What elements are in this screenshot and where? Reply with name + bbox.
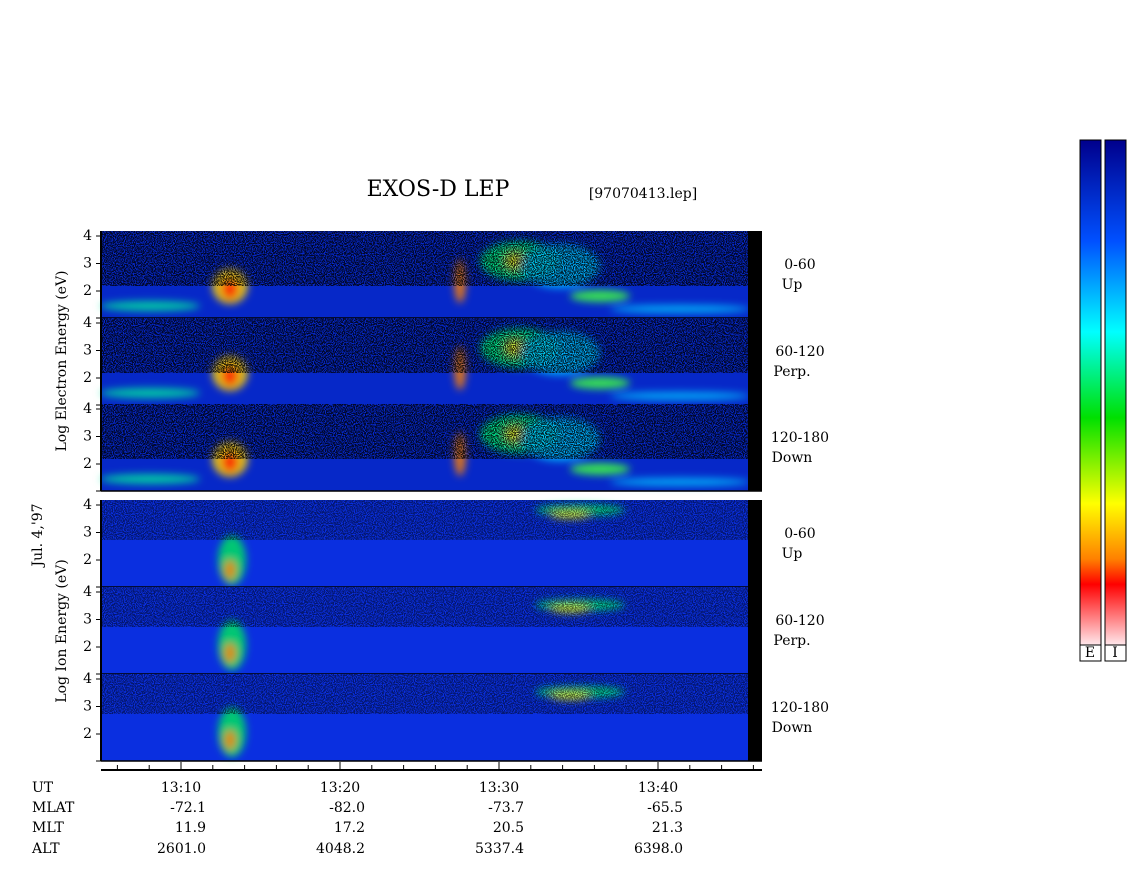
- panel-label: 0-60: [784, 257, 815, 273]
- energy-tick-label: 2: [83, 370, 92, 386]
- colorbars: E I: [1079, 139, 1127, 662]
- data-gap: [748, 318, 762, 405]
- panels: 4 3 2 0-60 Up 4 3 2 60-120 Perp. 4 3 2 120-180 Down 4 3 2…: [83, 228, 829, 762]
- panel-sublabel: Up: [782, 546, 803, 562]
- title: EXOS-D LEP: [367, 177, 510, 202]
- data-gap: [748, 587, 762, 674]
- feature: [100, 474, 200, 484]
- panel-sublabel: Perp.: [773, 364, 810, 380]
- feature: [100, 388, 200, 398]
- feature: [610, 392, 750, 400]
- energy-tick-label: 4: [83, 497, 92, 513]
- noise: [101, 231, 748, 286]
- row-value: 20.5: [493, 820, 524, 836]
- row-value: -65.5: [647, 800, 683, 816]
- noise: [101, 587, 748, 627]
- energy-tick-label: 4: [83, 671, 92, 687]
- energy-tick-label: 3: [83, 699, 92, 715]
- panel-label: 120-180: [771, 430, 829, 446]
- noise: [101, 500, 748, 540]
- feature: [224, 730, 236, 750]
- energy-tick-label: 2: [83, 456, 92, 472]
- row-value: -82.0: [329, 800, 365, 816]
- feature: [570, 290, 630, 302]
- colorbar-e: [1079, 139, 1102, 646]
- row-name: ALT: [31, 841, 60, 857]
- feature: [224, 643, 236, 663]
- row-name: MLT: [32, 820, 64, 836]
- energy-tick-label: 3: [83, 525, 92, 541]
- row-name: UT: [32, 780, 54, 796]
- data-gap: [748, 500, 762, 587]
- electron-axis-label: Log Electron Energy (eV): [54, 270, 70, 451]
- panel-label: 120-180: [771, 700, 829, 716]
- row-value: 13:30: [479, 780, 519, 796]
- feature: [100, 301, 200, 311]
- feature: [570, 377, 630, 389]
- energy-tick-label: 2: [83, 283, 92, 299]
- feature: [224, 560, 236, 580]
- row-value: 17.2: [334, 820, 365, 836]
- time-axis: UT 13:10 13:20 13:30 13:40 MLAT -72.1 -82.0 -73.…: [31, 762, 762, 857]
- energy-tick-label: 4: [83, 401, 92, 417]
- feature: [610, 478, 750, 486]
- energy-tick-label: 2: [83, 552, 92, 568]
- energy-tick-label: 2: [83, 639, 92, 655]
- panel-label: 60-120: [775, 613, 824, 629]
- panel-sublabel: Down: [772, 720, 813, 736]
- data-gap: [748, 231, 762, 318]
- panel-label: 0-60: [784, 526, 815, 542]
- data-gap: [748, 404, 762, 491]
- ion-axis-label: Log Ion Energy (eV): [54, 559, 70, 702]
- row-name: MLAT: [32, 800, 75, 816]
- colorbar-box: [1104, 644, 1127, 662]
- energy-tick-label: 3: [83, 612, 92, 628]
- row-value: 13:10: [161, 780, 201, 796]
- date-label: Jul. 4,'97: [30, 503, 46, 568]
- panel-sublabel: Down: [772, 450, 813, 466]
- row-value: 13:20: [320, 780, 360, 796]
- row-value: -72.1: [170, 800, 206, 816]
- row-value: 5337.4: [475, 841, 524, 857]
- row-value: -73.7: [488, 800, 524, 816]
- row-value: 6398.0: [634, 841, 683, 857]
- colorbar-label: I: [1112, 645, 1118, 661]
- energy-tick-label: 3: [83, 429, 92, 445]
- colorbar-label: E: [1085, 645, 1095, 661]
- colorbar-i: [1104, 139, 1127, 646]
- noise: [101, 404, 748, 459]
- panel-sublabel: Perp.: [773, 633, 810, 649]
- panel-sublabel: Up: [782, 277, 803, 293]
- noise: [101, 674, 748, 714]
- energy-tick-label: 4: [83, 228, 92, 244]
- colorbar-box: [1079, 644, 1102, 662]
- energy-tick-label: 4: [83, 315, 92, 331]
- data-gap: [748, 674, 762, 761]
- energy-tick-label: 2: [83, 726, 92, 742]
- file-name: [97070413.lep]: [589, 186, 697, 202]
- energy-tick-label: 3: [83, 343, 92, 359]
- energy-tick-label: 4: [83, 584, 92, 600]
- feature: [570, 463, 630, 475]
- row-value: 11.9: [175, 820, 206, 836]
- feature: [610, 305, 750, 313]
- panel-label: 60-120: [775, 344, 824, 360]
- energy-tick-label: 3: [83, 256, 92, 272]
- row-value: 13:40: [638, 780, 678, 796]
- noise: [101, 318, 748, 373]
- row-value: 4048.2: [316, 841, 365, 857]
- row-value: 2601.0: [157, 841, 206, 857]
- row-value: 21.3: [652, 820, 683, 836]
